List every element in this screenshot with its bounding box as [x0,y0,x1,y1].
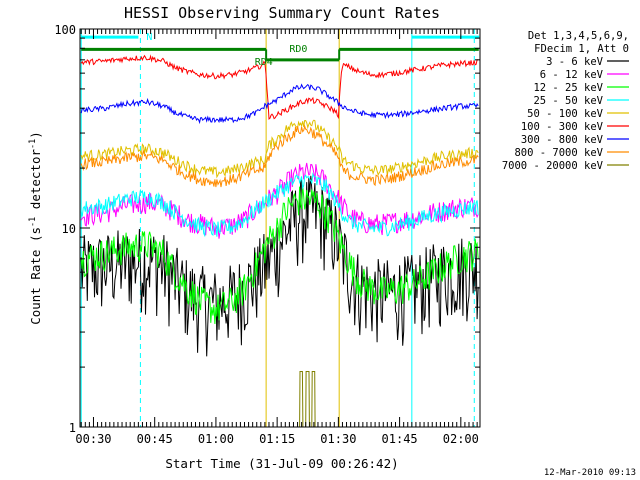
x-tick-label: 01:30 [320,432,356,446]
legend: Det 1,3,4,5,6,9,FDecim 1, Att 03 - 6 keV… [502,30,629,172]
state-label-1: RD4 [255,57,273,68]
plot-area: N RD0 RD4 [80,29,480,428]
legend-label: 3 - 6 keV [546,56,604,68]
x-tick-label: 01:00 [198,432,234,446]
series-line-4 [80,119,479,179]
legend-label: 300 - 800 keV [521,134,604,146]
y-tick-label: 1 [69,421,76,435]
legend-label: 7000 - 20000 keV [502,160,604,172]
series-line-0 [80,175,479,357]
y-axis-label: Count Rate (s-1 detector-1) [28,131,43,325]
x-axis-label: Start Time (31-Jul-09 00:26:42) [165,456,398,471]
series-line-7 [80,124,479,188]
attenuator-label-n: N [146,32,152,43]
timestamp: 12-Mar-2010 09:13 [544,468,636,478]
series-line-3 [80,172,479,238]
legend-header-line: FDecim 1, Att 0 [534,43,629,55]
y-tick-label: 10 [62,222,76,236]
legend-label: 6 - 12 keV [540,69,604,81]
series-line-2 [80,185,479,325]
x-tick-label: 00:30 [75,432,111,446]
legend-label: 12 - 25 keV [533,82,603,94]
state-label-0: RD0 [289,44,307,55]
y-tick-label: 100 [54,23,76,37]
legend-header-line: Det 1,3,4,5,6,9, [528,30,629,42]
legend-label: 50 - 100 keV [527,108,604,120]
series-line-6 [80,83,479,125]
x-tick-label: 01:15 [259,432,295,446]
legend-label: 800 - 7000 keV [514,147,603,159]
series-line-5 [80,54,479,120]
x-axis: 00:30 00:45 01:00 01:15 01:30 01:45 02:00 [75,29,479,446]
x-tick-label: 00:45 [137,432,173,446]
legend-label: 100 - 300 keV [521,121,604,133]
x-tick-label: 02:00 [443,432,479,446]
x-tick-label: 01:45 [382,432,418,446]
legend-label: 25 - 50 keV [533,95,603,107]
chart-title: HESSI Observing Summary Count Rates [124,4,440,22]
